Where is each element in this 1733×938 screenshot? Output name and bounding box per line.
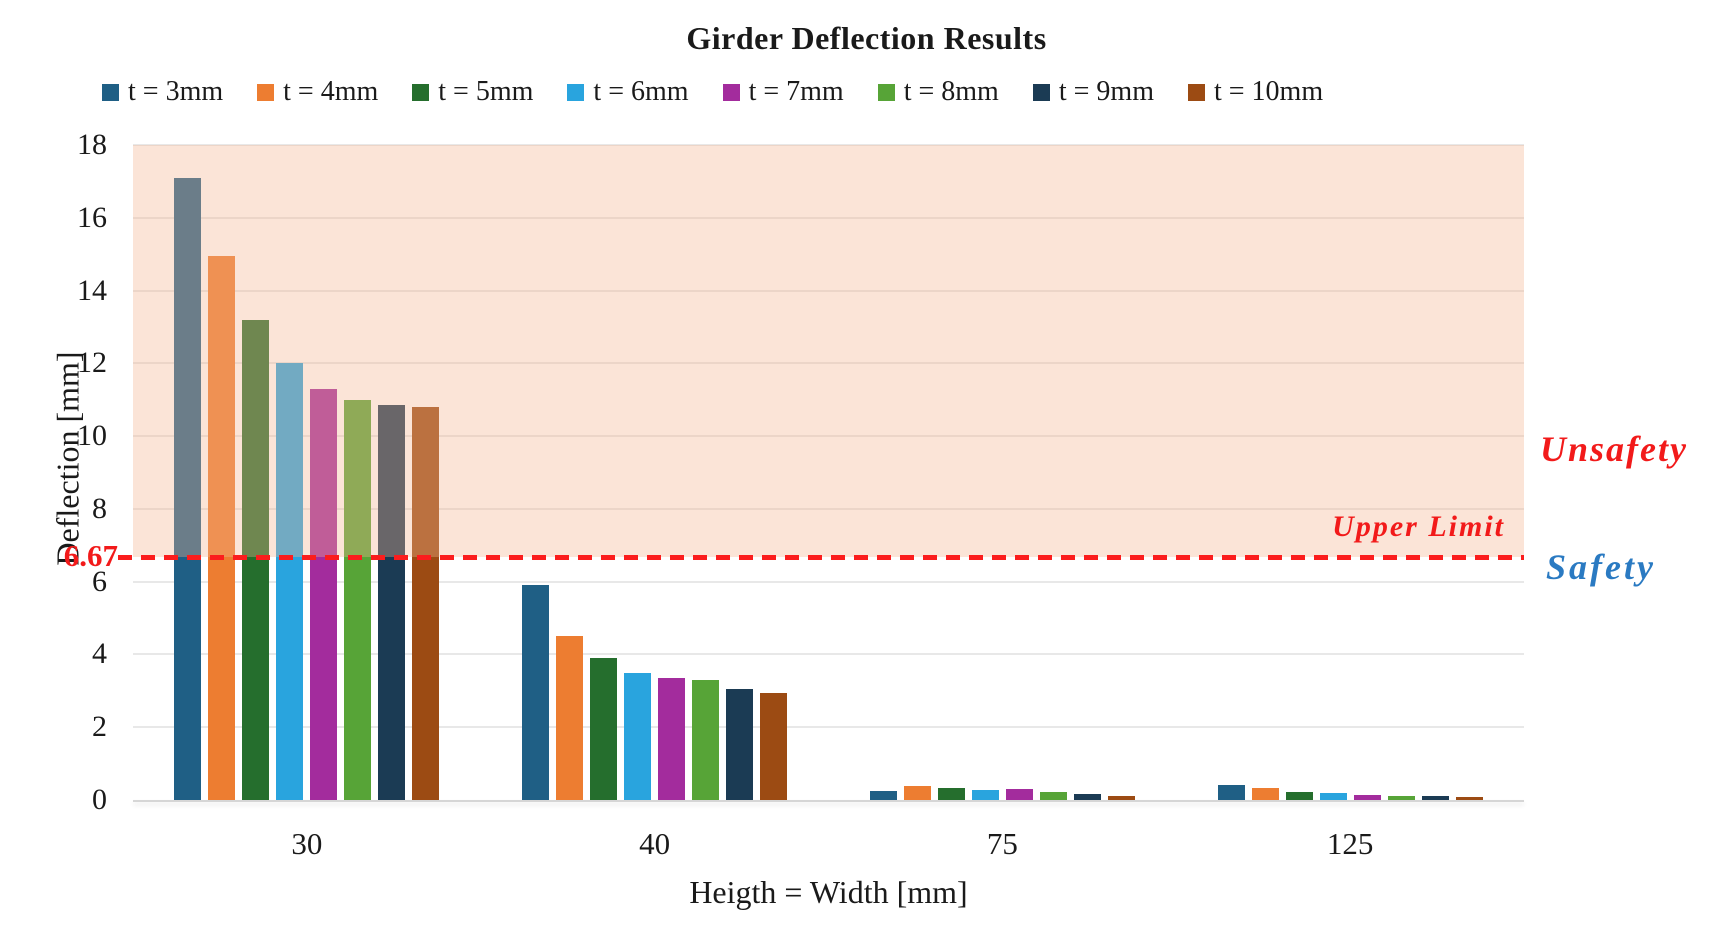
legend-swatch-icon xyxy=(567,83,585,101)
legend-label: t = 7mm xyxy=(748,76,844,107)
unsafe-region-shading xyxy=(133,145,1524,558)
bar-t5mm-40 xyxy=(590,658,618,800)
bar-t6mm-75 xyxy=(971,789,999,800)
bar-t10mm-75 xyxy=(1107,795,1135,800)
bar-t9mm-75 xyxy=(1073,793,1101,800)
y-tick-label-18: 18 xyxy=(77,128,107,161)
y-tick-label-16: 16 xyxy=(77,200,107,234)
bar-t4mm-125 xyxy=(1251,788,1279,800)
legend-label: t = 3mm xyxy=(128,76,224,107)
upper-limit-value-label: 6.67 xyxy=(63,538,118,573)
bar-t3mm-75 xyxy=(869,790,897,800)
legend-item-t3mm: t = 3mm xyxy=(102,76,223,108)
bar-t5mm-125 xyxy=(1285,792,1313,800)
legend-item-t6mm: t = 6mm xyxy=(567,76,689,108)
gridline-y4 xyxy=(133,653,1524,656)
gridline-y2 xyxy=(133,726,1524,729)
bar-t10mm-40 xyxy=(760,692,788,800)
legend-item-t7mm: t = 7mm xyxy=(722,76,844,108)
legend-label: t = 6mm xyxy=(593,76,689,107)
legend-swatch-icon xyxy=(102,83,119,101)
chart-title: Girder Deflection Results xyxy=(686,20,1047,56)
bar-t4mm-40 xyxy=(556,636,584,800)
bar-t8mm-75 xyxy=(1039,791,1067,800)
x-tick-label-40: 40 xyxy=(639,826,671,861)
x-tick-label-125: 125 xyxy=(1326,826,1374,861)
y-tick-label-10: 10 xyxy=(77,419,107,453)
bar-t4mm-75 xyxy=(903,786,931,800)
legend-label: t = 9mm xyxy=(1058,76,1154,107)
gridline-y10 xyxy=(133,435,1524,438)
bar-t9mm-125 xyxy=(1421,796,1449,800)
legend-item-t5mm: t = 5mm xyxy=(412,76,533,108)
bar-t7mm-30 xyxy=(310,388,338,800)
legend-label: t = 5mm xyxy=(438,76,534,107)
bar-t10mm-30 xyxy=(412,407,440,800)
gridline-y8 xyxy=(133,507,1524,510)
legend-swatch-icon xyxy=(877,83,895,101)
safe-region-label: Safety xyxy=(1546,547,1656,587)
legend-swatch-icon xyxy=(722,83,740,101)
unsafe-region-label: Unsafety xyxy=(1540,429,1688,469)
bar-t3mm-30 xyxy=(174,177,202,800)
legend-item-t8mm: t = 8mm xyxy=(877,76,999,108)
gridline-y14 xyxy=(133,289,1524,292)
y-tick-label-2: 2 xyxy=(92,710,107,744)
bar-t7mm-125 xyxy=(1353,795,1381,800)
bar-t8mm-40 xyxy=(692,679,720,800)
gridline-y6 xyxy=(133,580,1524,583)
legend-item-t10mm: t = 10mm xyxy=(1187,76,1324,108)
y-tick-label-6: 6 xyxy=(92,564,107,598)
bar-t8mm-125 xyxy=(1387,796,1415,800)
legend-swatch-icon xyxy=(1032,83,1050,101)
chart-legend: t = 3mm t = 4mm t = 5mm t = 6mm t = 7mm t = 8… xyxy=(102,76,1357,108)
bar-t10mm-125 xyxy=(1455,797,1483,800)
bar-t3mm-40 xyxy=(522,585,550,800)
x-axis-title: Heigth = Width [mm] xyxy=(689,874,968,910)
legend-label: t = 8mm xyxy=(903,76,999,107)
upper-limit-line-label: Upper Limit xyxy=(1332,510,1505,543)
y-tick-label-4: 4 xyxy=(92,637,107,671)
legend-label: t = 4mm xyxy=(283,76,379,107)
bar-t7mm-40 xyxy=(658,678,686,800)
bar-t6mm-40 xyxy=(624,672,652,800)
bar-t9mm-40 xyxy=(726,689,754,800)
y-tick-label-12: 12 xyxy=(77,346,107,380)
bar-t5mm-75 xyxy=(937,787,965,800)
bar-t9mm-30 xyxy=(378,405,406,800)
legend-item-t9mm: t = 9mm xyxy=(1032,76,1154,108)
y-tick-label-8: 8 xyxy=(92,491,107,525)
gridline-y18 xyxy=(133,144,1524,146)
legend-swatch-icon xyxy=(1187,83,1205,101)
legend-item-t4mm: t = 4mm xyxy=(257,76,378,108)
bar-t8mm-30 xyxy=(344,399,372,800)
gridline-y16 xyxy=(133,216,1524,219)
bar-t7mm-75 xyxy=(1005,789,1033,800)
legend-label: t = 10mm xyxy=(1213,76,1324,107)
bar-t6mm-125 xyxy=(1319,793,1347,800)
x-tick-label-75: 75 xyxy=(986,826,1018,861)
upper-limit-line xyxy=(118,555,1524,561)
legend-swatch-icon xyxy=(257,83,275,101)
y-tick-label-14: 14 xyxy=(77,273,107,307)
legend-swatch-icon xyxy=(412,83,430,101)
gridline-y12 xyxy=(133,362,1524,365)
bar-t4mm-30 xyxy=(208,255,236,800)
bar-t3mm-125 xyxy=(1217,784,1245,800)
x-tick-label-30: 30 xyxy=(291,826,323,861)
x-axis-line xyxy=(133,800,1524,802)
bar-t6mm-30 xyxy=(276,363,304,800)
y-tick-label-0: 0 xyxy=(92,783,107,816)
